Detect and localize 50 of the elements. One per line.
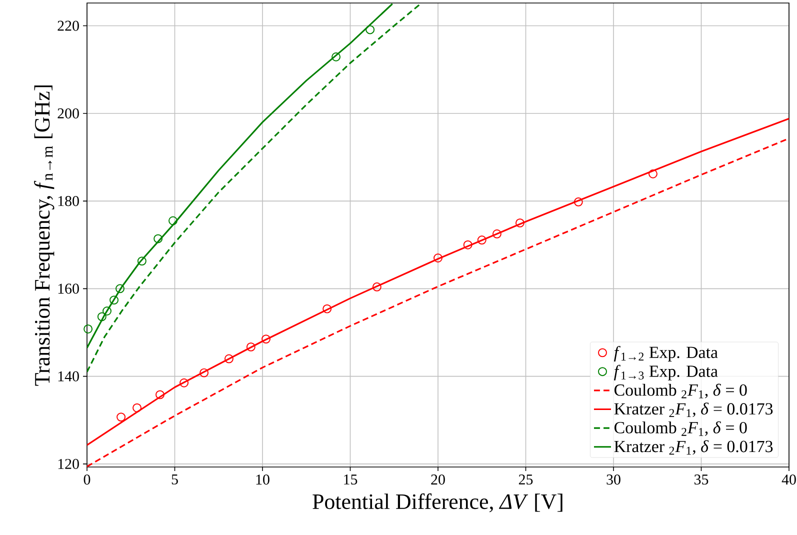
point — [116, 284, 124, 294]
legend-label: Kratzer $_{2}$F$_{1}$, δ = 0.0173 — [614, 440, 773, 455]
legend-label: Coulomb $_{2}$F$_{1}$, δ = 0 — [614, 384, 747, 398]
y-tick-label: 180 — [58, 196, 79, 206]
point — [156, 390, 164, 400]
y-tick-label: 140 — [58, 371, 79, 382]
point — [110, 296, 119, 305]
x-tick-label: 30 — [606, 474, 620, 485]
y-tick-label: 120 — [58, 458, 79, 469]
y-axis-title: Transition Frequency, f$_{n→m}$ [GHz] — [34, 85, 54, 386]
point — [116, 412, 126, 422]
y-tick-label: 200 — [58, 108, 79, 118]
point — [515, 218, 524, 228]
x-tick-label: 0 — [84, 474, 90, 485]
x-tick-label: 25 — [518, 474, 533, 485]
legend-label: Kratzer $_{2}$F$_{1}$, δ = 0.0173 — [614, 402, 773, 418]
point — [648, 169, 658, 178]
point — [492, 229, 502, 238]
point — [180, 378, 189, 388]
point — [262, 334, 270, 344]
point — [434, 254, 442, 262]
y-tick-label: 160 — [58, 284, 79, 294]
y-tick-label: 220 — [58, 20, 79, 31]
point — [224, 354, 234, 364]
point — [372, 282, 382, 292]
x-axis-title: Potential Difference, ΔV [V] — [312, 493, 562, 512]
point — [168, 216, 178, 226]
point — [463, 240, 472, 250]
point — [322, 304, 332, 314]
legend-label: Coulomb $_{2}$F$_{1}$, δ = 0 — [614, 421, 747, 436]
x-tick-label: 20 — [431, 474, 445, 485]
point — [332, 52, 341, 62]
x-tick-label: 10 — [256, 474, 270, 485]
x-tick-label: 15 — [344, 474, 358, 485]
point — [132, 403, 142, 412]
legend-label: f$_{1→2}$ Exp. Data — [614, 346, 718, 362]
point — [84, 324, 93, 334]
point — [246, 342, 256, 352]
x-tick-label: 35 — [694, 474, 708, 485]
point — [477, 236, 486, 245]
point — [102, 306, 112, 316]
point — [366, 25, 375, 34]
point — [200, 368, 209, 378]
legend-label: f$_{1→3}$ Exp. Data — [614, 364, 718, 380]
x-tick-label: 5 — [172, 474, 178, 484]
x-tick-label: 40 — [782, 474, 796, 485]
point — [574, 197, 583, 206]
point — [97, 312, 106, 322]
point — [154, 234, 163, 244]
point — [137, 256, 146, 266]
